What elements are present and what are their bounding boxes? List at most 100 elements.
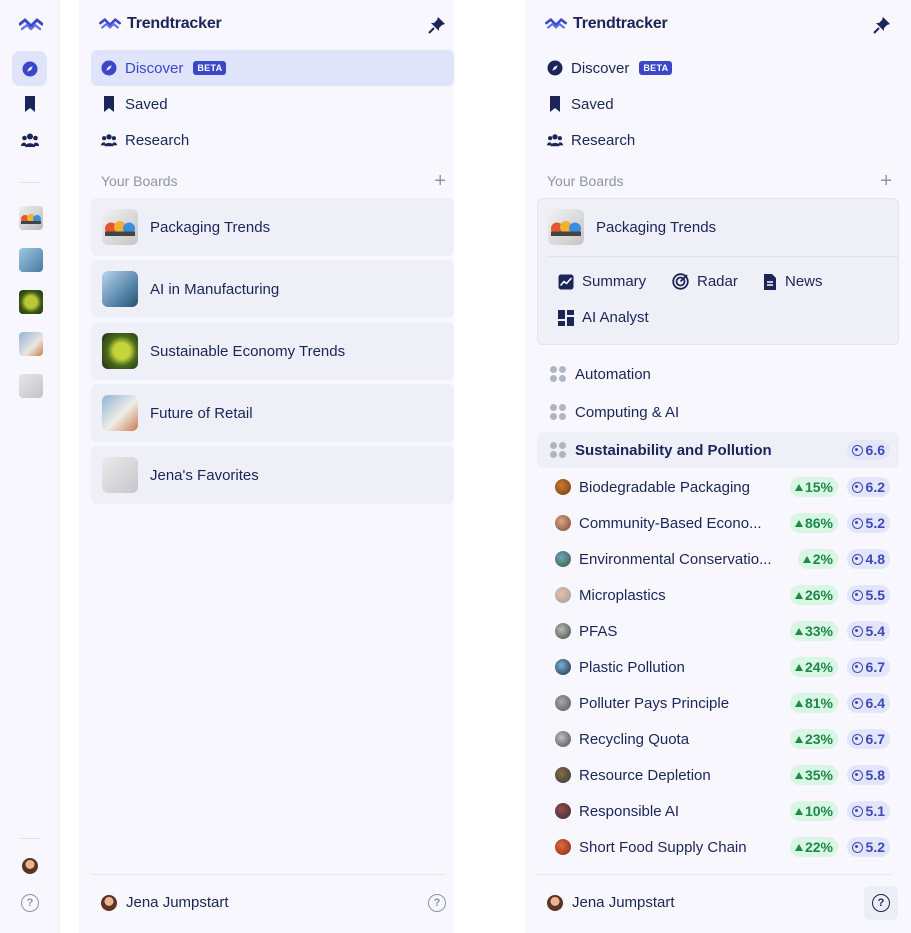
board-expanded: Packaging Trends Summary Radar News AI A…: [537, 198, 899, 345]
category-item-active[interactable]: Sustainability and Pollution 6.6: [537, 432, 899, 468]
board-thumb: [548, 209, 584, 245]
rail-board-thumb-ai-manufacturing[interactable]: [19, 248, 43, 272]
board-item[interactable]: Jena's Favorites: [91, 446, 454, 504]
users-icon: [20, 133, 39, 147]
score-badge: 5.5: [846, 585, 890, 605]
target-icon: [851, 841, 863, 853]
rail-divider-bottom: [20, 838, 40, 839]
trend-row[interactable]: Environmental Conservatio... 2% 4.8: [537, 541, 899, 577]
trend-row[interactable]: Microplastics 26% 5.5: [537, 577, 899, 613]
trend-name: Environmental Conservatio...: [579, 550, 772, 568]
score-badge: 6.2: [846, 477, 890, 497]
nav-discover[interactable]: Discover BETA: [91, 50, 454, 86]
trend-row[interactable]: Polluter Pays Principle 81% 6.4: [537, 685, 899, 721]
growth-badge: 81%: [789, 693, 838, 713]
growth-badge: 23%: [789, 729, 838, 749]
trend-row[interactable]: Plastic Pollution 24% 6.7: [537, 649, 899, 685]
board-tab-news[interactable]: News: [763, 273, 823, 290]
category-item[interactable]: Automation: [537, 356, 899, 392]
growth-value: 10%: [804, 803, 833, 819]
board-item[interactable]: AI in Manufacturing: [91, 260, 454, 318]
target-icon: [851, 733, 863, 745]
nav-saved[interactable]: Saved: [91, 86, 454, 122]
growth-badge: 2%: [797, 549, 838, 569]
board-thumb: [102, 457, 138, 493]
category-item[interactable]: Computing & AI: [537, 394, 899, 430]
brand[interactable]: Trendtracker: [99, 15, 222, 33]
growth-value: 2%: [812, 551, 833, 567]
rail-board-thumb-packaging[interactable]: [19, 206, 43, 230]
board-tab-summary[interactable]: Summary: [558, 273, 646, 290]
trend-row[interactable]: PFAS 33% 5.4: [537, 613, 899, 649]
growth-badge: 15%: [789, 477, 838, 497]
score-value: 6.7: [865, 659, 885, 675]
nav-saved-label: Saved: [125, 95, 168, 113]
board-expanded-header[interactable]: Packaging Trends: [548, 209, 716, 245]
help-icon[interactable]: ?: [428, 894, 446, 912]
add-board-icon[interactable]: +: [880, 170, 892, 192]
rail-avatar[interactable]: [22, 858, 38, 874]
board-tab-radar[interactable]: Radar: [672, 273, 738, 290]
board-item[interactable]: Packaging Trends: [91, 198, 454, 256]
rail-divider: [20, 182, 40, 183]
nav-research[interactable]: Research: [91, 122, 454, 158]
growth-value: 26%: [804, 587, 833, 603]
dashboard-icon: [558, 309, 574, 326]
trend-thumb: [555, 731, 571, 747]
rail-help-icon[interactable]: ?: [21, 894, 39, 912]
document-icon: [764, 273, 776, 290]
nav-research[interactable]: Research: [537, 122, 900, 158]
trend-row[interactable]: Biodegradable Packaging 15% 6.2: [537, 469, 899, 505]
target-icon: [851, 625, 863, 637]
logo-icon[interactable]: [19, 15, 43, 35]
rail-board-thumb-favorites[interactable]: [19, 374, 43, 398]
trend-thumb: [555, 551, 571, 567]
board-tab-ai-analyst[interactable]: AI Analyst: [558, 309, 649, 326]
help-icon: ?: [872, 894, 890, 912]
sidebar-panel-expanded: Trendtracker Discover BETA Saved Researc…: [525, 0, 911, 933]
nav-saved[interactable]: Saved: [537, 86, 900, 122]
score-value: 5.1: [865, 803, 885, 819]
growth-badge: 33%: [789, 621, 838, 641]
score-badge: 6.7: [846, 729, 890, 749]
nav-discover[interactable]: Discover BETA: [537, 50, 900, 86]
bookmark-icon: [104, 96, 114, 112]
board-tab-radar-label: Radar: [697, 273, 738, 290]
rail-saved-button[interactable]: [12, 86, 47, 121]
brand[interactable]: Trendtracker: [545, 15, 668, 33]
trend-name: Short Food Supply Chain: [579, 838, 747, 856]
growth-badge: 86%: [789, 513, 838, 533]
board-item[interactable]: Sustainable Economy Trends: [91, 322, 454, 380]
user-profile[interactable]: Jena Jumpstart: [547, 894, 675, 911]
rail-discover-button[interactable]: [12, 51, 47, 86]
trend-row[interactable]: Recycling Quota 23% 6.7: [537, 721, 899, 757]
board-tab-news-label: News: [785, 273, 823, 290]
rail-board-thumb-sustainable[interactable]: [19, 290, 43, 314]
pin-icon[interactable]: [428, 16, 446, 34]
category-dots-icon: [550, 442, 566, 458]
rail-board-thumb-retail[interactable]: [19, 332, 43, 356]
brand-name: Trendtracker: [573, 15, 668, 32]
score-value: 6.4: [865, 695, 885, 711]
board-item[interactable]: Future of Retail: [91, 384, 454, 442]
trend-row[interactable]: Short Food Supply Chain 22% 5.2: [537, 829, 899, 865]
trend-name: Resource Depletion: [579, 766, 711, 784]
score-value: 5.2: [865, 839, 885, 855]
score-value: 6.7: [865, 731, 885, 747]
score-badge: 5.2: [846, 513, 890, 533]
score-value: 5.4: [865, 623, 885, 639]
trend-row[interactable]: Resource Depletion 35% 5.8: [537, 757, 899, 793]
help-button[interactable]: ?: [864, 886, 898, 920]
rail-research-button[interactable]: [12, 122, 47, 157]
user-profile[interactable]: Jena Jumpstart: [101, 894, 229, 911]
score-badge: 5.4: [846, 621, 890, 641]
trend-row[interactable]: Responsible AI 10% 5.1: [537, 793, 899, 829]
pin-icon[interactable]: [873, 16, 891, 34]
trend-row[interactable]: Community-Based Econo... 86% 5.2: [537, 505, 899, 541]
boards-heading: Your Boards: [547, 173, 624, 189]
users-icon: [101, 134, 117, 147]
target-icon: [851, 481, 863, 493]
add-board-icon[interactable]: +: [434, 170, 446, 192]
trend-name: PFAS: [579, 622, 618, 640]
logo-icon: [545, 18, 567, 29]
